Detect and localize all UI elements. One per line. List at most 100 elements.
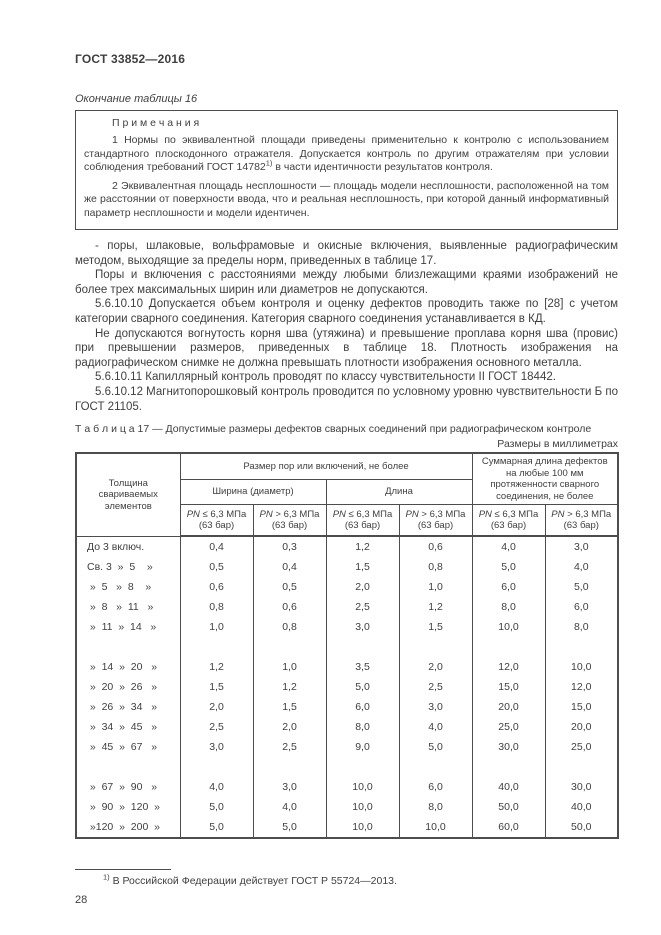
table-row: » 34 » 45 » 2,5 2,0 8,0 4,0 25,0 20,0 [75,717,619,738]
cell-value: 0,6 [252,597,327,618]
spacer-cell [252,637,327,658]
cell-value: 2,5 [252,737,327,758]
cell-value: 60,0 [471,817,546,839]
cell-value: 50,0 [471,797,546,818]
spacer-cell [75,637,181,658]
cell-value: 10,0 [398,817,473,839]
spacer-cell [471,637,546,658]
cell-value: 2,5 [398,677,473,698]
cell-value: 0,8 [179,597,254,618]
cell-value: 4,0 [398,717,473,738]
cell-value: 0,6 [398,536,473,558]
spacer-cell [471,757,546,778]
cell-value: 0,5 [179,557,254,578]
table-row: »120 » 200 » 5,0 5,0 10,0 10,0 60,0 50,0 [75,817,619,839]
spacer-cell [75,757,181,778]
footnote: 1) В Российской Федерации действует ГОСТ… [75,873,618,887]
cell-value: 20,0 [544,717,619,738]
row-label-thickness: » 26 » 34 » [75,697,181,718]
cell-value: 0,4 [252,557,327,578]
cell-value: 5,0 [252,817,327,839]
cell-value: 1,2 [179,657,254,678]
spacer-cell [398,757,473,778]
col-header-width-pn-low: PN ≤ 6,3 МПа (63 бар) [179,504,254,538]
cell-value: 1,0 [398,577,473,598]
row-label-thickness: » 8 » 11 » [75,597,181,618]
cell-value: 8,0 [471,597,546,618]
cell-value: 5,0 [179,797,254,818]
table-row: » 14 » 20 » 1,2 1,0 3,5 2,0 12,0 10,0 [75,657,619,678]
cell-value: 50,0 [544,817,619,839]
cell-value: 9,0 [325,737,400,758]
document-code: ГОСТ 33852—2016 [75,52,186,66]
table17-body: До 3 включ. 0,4 0,3 1,2 0,6 4,0 3,0 Св. 3 » 5 »… [75,536,619,839]
cell-value: 0,3 [252,536,327,558]
cell-value: 2,5 [179,717,254,738]
body-text: - поры, шлаковые, вольфрамовые и окисные… [75,239,618,414]
table-row: » 45 » 67 » 3,0 2,5 9,0 5,0 30,0 25,0 [75,737,619,758]
cell-value: 25,0 [471,717,546,738]
row-label-thickness: »120 » 200 » [75,817,181,839]
row-label-thickness: » 20 » 26 » [75,677,181,698]
notes-box: П р и м е ч а н и я 1 Нормы по эквивален… [75,110,618,230]
cell-value: 3,5 [325,657,400,678]
cell-value: 10,0 [544,657,619,678]
paragraph-5-6-10-10: 5.6.10.10 Допускается объем контроля и о… [75,298,618,325]
spacer-cell [398,637,473,658]
cell-value: 2,0 [179,697,254,718]
cell-value: 5,0 [544,577,619,598]
col-header-size-group: Размер пор или включений, не более [179,452,473,480]
cell-value: 3,0 [544,536,619,558]
spacer-cell [325,757,400,778]
spacer-cell [544,757,619,778]
cell-value: 12,0 [471,657,546,678]
cell-value: 2,5 [325,597,400,618]
cell-value: 1,0 [252,657,327,678]
col-header-thickness: Толщина свариваемых элементов [75,452,181,537]
note-1-text: 1 Нормы по эквивалентной площади приведе… [84,134,609,173]
cell-value: 4,0 [252,797,327,818]
cell-value: 10,0 [325,797,400,818]
col-header-width-pn-high: PN > 6,3 МПа (63 бар) [252,504,327,538]
cell-value: 5,0 [325,677,400,698]
col-header-total-group: Суммарная длина дефектов на любые 100 мм… [471,452,619,506]
cell-value: 12,0 [544,677,619,698]
table-row: » 8 » 11 » 0,8 0,6 2,5 1,2 8,0 6,0 [75,597,619,618]
cell-value: 0,5 [252,577,327,598]
table-spacer-row [75,637,619,658]
cell-value: 30,0 [544,777,619,798]
row-label-thickness: » 14 » 20 » [75,657,181,678]
cell-value: 15,0 [544,697,619,718]
note-1-footnote-ref: 1) [265,158,273,168]
row-label-thickness: Св. 3 » 5 » [75,557,181,578]
cell-value: 40,0 [471,777,546,798]
row-label-thickness: » 90 » 120 » [75,797,181,818]
cell-value: 1,0 [179,617,254,638]
spacer-cell [179,637,254,658]
spacer-cell [544,637,619,658]
table16-continuation-label: Окончание таблицы 16 [75,93,198,105]
paragraph-pores-distance: Поры и включения с расстояниями между лю… [75,269,618,296]
cell-value: 5,0 [179,817,254,839]
cell-value: 15,0 [471,677,546,698]
cell-value: 0,8 [398,557,473,578]
cell-value: 0,8 [252,617,327,638]
row-label-thickness: » 34 » 45 » [75,717,181,738]
col-header-length-pn-high: PN > 6,3 МПа (63 бар) [398,504,473,538]
col-header-length-pn-low: PN ≤ 6,3 МПа (63 бар) [325,504,400,538]
cell-value: 1,5 [252,697,327,718]
row-label-thickness: » 5 » 8 » [75,577,181,598]
cell-value: 6,0 [325,697,400,718]
table-row: » 11 » 14 » 1,0 0,8 3,0 1,5 10,0 8,0 [75,617,619,638]
cell-value: 4,0 [471,536,546,558]
col-header-total-pn-low: PN ≤ 6,3 МПа (63 бар) [471,504,546,538]
cell-value: 8,0 [398,797,473,818]
spacer-cell [179,757,254,778]
cell-value: 20,0 [471,697,546,718]
cell-value: 4,0 [179,777,254,798]
col-header-width-group: Ширина (диаметр) [179,478,327,506]
col-header-length-group: Длина [325,478,473,506]
table-row: До 3 включ. 0,4 0,3 1,2 0,6 4,0 3,0 [75,536,619,558]
cell-value: 6,0 [398,777,473,798]
